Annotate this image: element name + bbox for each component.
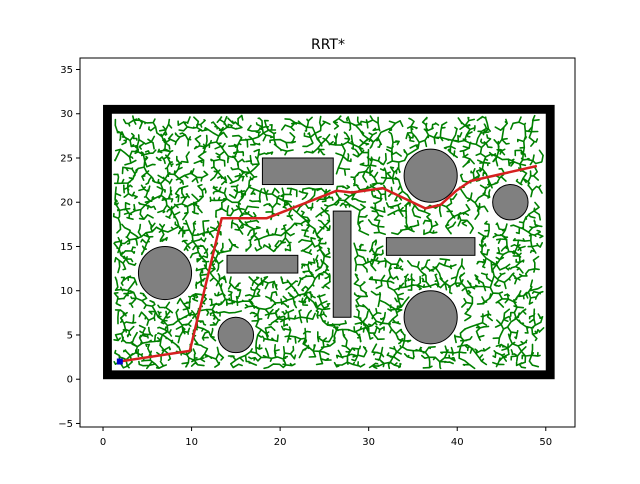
circle-obstacle [137, 245, 193, 301]
axes-frame [79, 57, 576, 428]
boundary-wall [103, 104, 555, 380]
y-tick-label: 20 [60, 198, 73, 209]
x-tick-label: 50 [539, 437, 552, 448]
x-tick-label: 10 [185, 437, 198, 448]
rect-obstacle [261, 157, 334, 186]
x-tick-label: 20 [274, 437, 287, 448]
y-tick-label: 30 [60, 109, 73, 120]
y-tick-label: 35 [60, 65, 73, 76]
y-tick-label: 10 [60, 286, 73, 297]
solution-path [119, 164, 538, 363]
x-tick-label: 30 [362, 437, 375, 448]
plot-area [103, 104, 555, 380]
circle-obstacle [403, 148, 458, 203]
y-tick-label: 15 [60, 242, 73, 253]
start-marker [116, 358, 123, 365]
x-tick-label: 40 [451, 437, 464, 448]
y-tick-label: 0 [67, 375, 73, 386]
tree-edges [112, 114, 545, 370]
chart-title: RRT* [311, 37, 345, 53]
rect-obstacle [385, 237, 476, 256]
circle-obstacle [492, 184, 529, 221]
circle-obstacle [217, 316, 255, 354]
rect-obstacle [226, 254, 299, 274]
rect-obstacle [332, 210, 352, 318]
y-tick-label: 5 [67, 330, 73, 341]
x-tick-label: 0 [100, 437, 106, 448]
y-tick-label: 25 [60, 153, 73, 164]
axis-ticks: 0 10 20 30 40 50 −5 0 5 10 15 20 25 30 35 [58, 65, 552, 448]
y-tick-label: −5 [58, 419, 73, 430]
circle-obstacle [403, 290, 458, 345]
